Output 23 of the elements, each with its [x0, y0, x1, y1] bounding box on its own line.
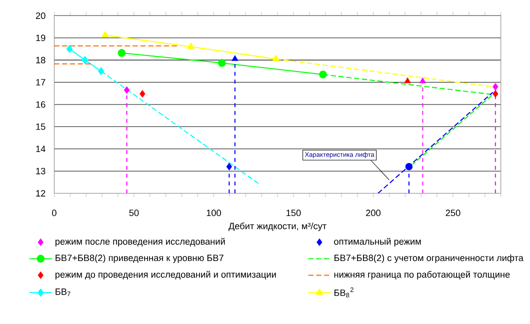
y-tick-label: 12 — [36, 190, 46, 196]
legend-label: режим до проведения исследований и оптимизации — [56, 270, 276, 280]
y-tick-label: 14 — [36, 146, 46, 152]
legend-label: БВ7+БВ8(2) приведенная к уровню БВ7 — [56, 254, 224, 263]
legend-label: режим после проведения исследований — [56, 238, 225, 246]
legend-label: БВ7+БВ8(2) с учетом ограниченности лифта — [334, 254, 524, 263]
y-tick-label: 16 — [36, 101, 46, 108]
y-tick-label: 17 — [36, 79, 46, 86]
x-axis-title: Дебит жидкости, м³/сут — [228, 222, 326, 231]
x-tick-label: 150 — [286, 210, 301, 216]
y-tick-label: 15 — [36, 123, 46, 130]
x-tick-label: 100 — [206, 210, 221, 216]
y-tick-label: 18 — [36, 56, 46, 64]
x-tick-label: 0 — [52, 210, 56, 216]
y-tick-label: 20 — [36, 12, 46, 19]
y-tick-label: 13 — [36, 168, 46, 174]
legend-label: оптимальный режим — [334, 238, 421, 246]
x-tick-label: 250 — [446, 210, 460, 216]
x-tick-label: 50 — [129, 210, 139, 216]
y-tick-label: 19 — [36, 34, 46, 42]
legend-label: БВ$_{7}$ — [56, 288, 70, 296]
x-tick-label: 200 — [366, 210, 381, 216]
legend-label: нижняя граница по работающей толщине — [334, 270, 510, 280]
